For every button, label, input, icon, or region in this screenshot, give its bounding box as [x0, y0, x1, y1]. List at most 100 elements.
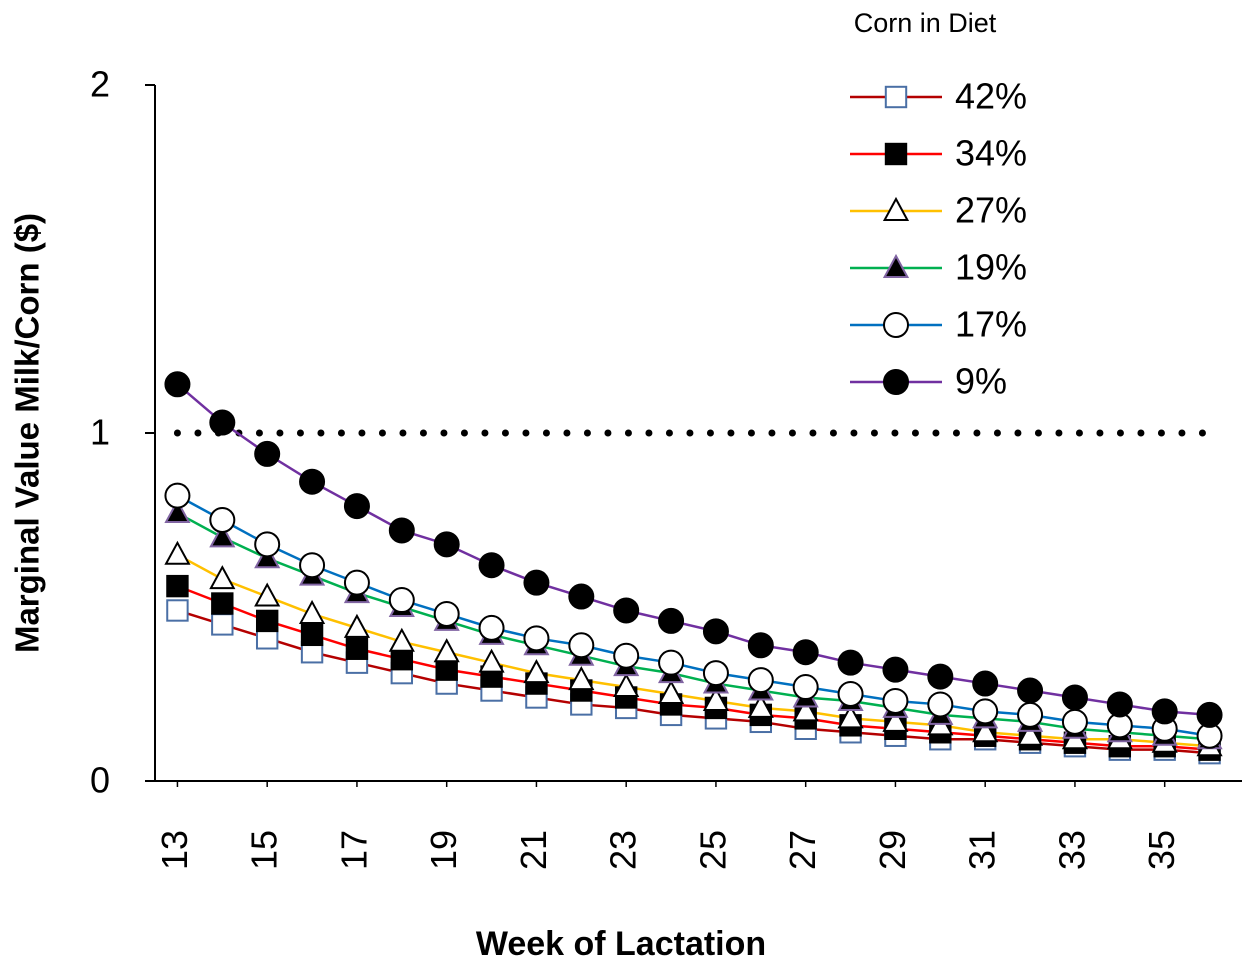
- marker: [837, 649, 864, 676]
- marker: [523, 569, 550, 596]
- legend-marker: [883, 369, 909, 395]
- marker: [209, 523, 236, 548]
- x-tick-label: 19: [423, 830, 464, 870]
- legend-marker: [883, 312, 909, 338]
- marker: [433, 531, 460, 558]
- marker: [747, 632, 774, 659]
- marker: [343, 613, 371, 638]
- marker: [211, 613, 234, 636]
- marker: [164, 482, 191, 509]
- marker: [972, 698, 999, 725]
- marker: [1196, 701, 1223, 728]
- marker: [299, 468, 326, 495]
- marker: [792, 639, 819, 666]
- marker: [299, 552, 326, 579]
- marker: [568, 632, 595, 659]
- legend-marker: [884, 142, 908, 166]
- marker: [613, 597, 640, 624]
- x-tick-label: 21: [513, 830, 554, 870]
- series-line: [177, 609, 1210, 755]
- marker: [702, 660, 729, 687]
- marker: [613, 642, 640, 669]
- marker: [388, 587, 415, 614]
- marker: [1061, 708, 1088, 735]
- marker: [972, 670, 999, 697]
- x-tick-label: 17: [333, 830, 374, 870]
- marker: [343, 569, 370, 596]
- y-tick-label: 1: [90, 412, 110, 453]
- marker: [747, 667, 774, 694]
- marker: [927, 691, 954, 718]
- marker: [1061, 684, 1088, 711]
- legend-label: 34%: [955, 133, 1027, 174]
- marker: [792, 697, 819, 722]
- marker: [568, 583, 595, 610]
- marker: [523, 659, 550, 684]
- marker: [613, 672, 640, 698]
- marker: [164, 540, 191, 565]
- marker: [837, 704, 864, 729]
- x-tick-label: 29: [872, 830, 913, 870]
- x-tick-label: 33: [1051, 830, 1092, 870]
- x-tick-label: 23: [603, 830, 644, 870]
- series-line: [176, 383, 1210, 717]
- marker: [388, 627, 415, 652]
- marker: [882, 707, 909, 732]
- marker: [209, 565, 236, 590]
- legend-label: 19%: [955, 247, 1027, 288]
- legend-label: 9%: [955, 361, 1007, 402]
- marker: [164, 498, 191, 524]
- legend-title: Corn in Diet: [854, 8, 997, 38]
- marker: [1017, 677, 1044, 704]
- marker: [658, 607, 685, 634]
- marker: [211, 592, 234, 615]
- legend-marker: [882, 253, 910, 278]
- y-tick-label: 2: [90, 64, 110, 105]
- marker: [523, 625, 550, 652]
- x-tick-label: 35: [1141, 830, 1182, 870]
- marker: [166, 574, 189, 598]
- marker: [1016, 721, 1044, 746]
- marker: [478, 614, 505, 641]
- marker: [343, 493, 370, 520]
- marker: [657, 679, 685, 704]
- x-tick-label: 25: [692, 830, 733, 870]
- marker: [254, 582, 281, 607]
- marker: [388, 517, 415, 544]
- legend-marker: [884, 85, 908, 109]
- marker: [792, 674, 819, 701]
- marker: [345, 637, 369, 660]
- marker: [882, 687, 909, 714]
- x-tick-label: 27: [782, 830, 823, 870]
- x-tick-label: 31: [962, 830, 1003, 870]
- marker: [209, 507, 236, 533]
- series-line: [176, 494, 1210, 737]
- y-tick-label: 0: [90, 760, 110, 801]
- marker: [747, 693, 774, 718]
- legend-label: 17%: [955, 304, 1027, 345]
- marker: [702, 618, 729, 645]
- marker: [209, 409, 236, 436]
- marker: [300, 623, 324, 647]
- legend-marker: [882, 196, 910, 221]
- marker: [298, 599, 326, 624]
- marker: [837, 681, 864, 707]
- marker: [1017, 701, 1044, 728]
- x-tick-label: 15: [244, 830, 285, 870]
- marker: [882, 656, 909, 683]
- marker: [433, 600, 460, 627]
- y-axis-title: Marginal Value Milk/Corn ($): [9, 213, 46, 653]
- marker: [478, 648, 505, 673]
- x-axis-title: Week of Lactation: [476, 925, 766, 963]
- marker: [1106, 691, 1133, 718]
- marker: [390, 648, 414, 671]
- marker: [927, 663, 954, 690]
- marker: [166, 599, 189, 622]
- legend-label: 27%: [955, 190, 1027, 231]
- legend-label: 42%: [955, 76, 1027, 117]
- marker: [254, 531, 281, 558]
- marker: [702, 686, 730, 711]
- marker: [255, 609, 279, 633]
- marker: [254, 440, 281, 467]
- marker: [164, 371, 191, 398]
